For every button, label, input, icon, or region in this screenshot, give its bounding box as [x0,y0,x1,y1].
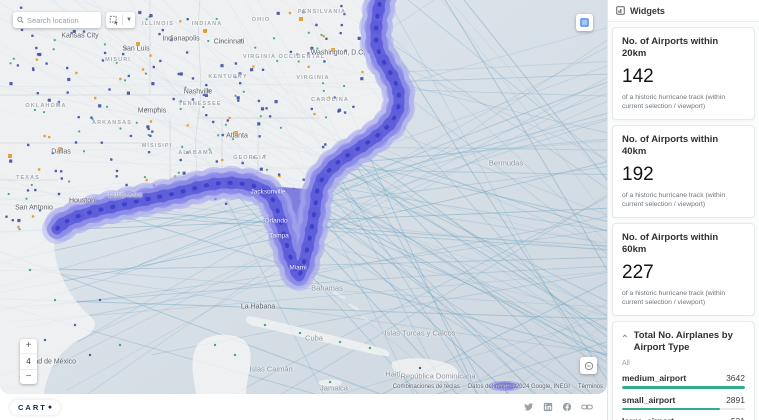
hurricane-track [40,0,417,293]
collapse-chevron-icon[interactable] [622,332,628,340]
twitter-icon[interactable] [524,402,534,412]
map-canvas[interactable]: ILLINOIS INDIANA OHIO PENSILVANIA VIRGINIA O… [0,0,607,394]
chart-rows: medium_airport 3642 small_airport 2891 large… [622,373,745,420]
facebook-icon[interactable] [562,402,572,412]
chart-category-label: medium_airport [622,373,687,383]
zoom-control: + 4 − [20,339,37,384]
chart-category-value: 531 [731,416,745,420]
chart-title: Total No. Airplanes by Airport Type [633,330,733,353]
chart-category-label: large_airport [622,416,674,420]
chart-row-small_airport[interactable]: small_airport 2891 [622,394,745,410]
widgets-sidebar: Widgets No. of Airports within 20km 142 … [607,0,759,420]
chart-bar-track [622,386,745,389]
sidebar-title: Widgets [630,5,665,16]
map-panel: ILLINOIS INDIANA OHIO PENSILVANIA VIRGINIA O… [0,0,607,420]
search-box[interactable] [13,12,101,28]
footer: CART ● [0,394,607,420]
legend-toggle-button[interactable] [576,14,593,31]
social-links [524,402,593,412]
map-attribution: Combinaciones de teclas Datos del mapa ©… [393,384,603,390]
select-tool-button[interactable]: ▼ [106,12,135,28]
linkedin-icon[interactable] [543,402,553,412]
chart-category-value: 2891 [726,394,745,405]
link-icon[interactable] [581,402,593,412]
zoom-in-button[interactable]: + [25,340,32,351]
polygon-select-icon [109,15,119,25]
keyboard-shortcuts-link[interactable]: Combinaciones de teclas [392,384,460,390]
zoom-out-button[interactable]: − [25,371,32,382]
help-button[interactable] [580,357,597,374]
widget-subtitle: of a historic hurricane track (within cu… [622,192,726,208]
legend-icon [580,18,589,27]
zoom-level: 4 [20,353,37,370]
widget-airports-60km: No. of Airports within 60km 227 of a his… [612,223,755,316]
map-data-credit: Datos del mapa ©2024 Google, INEGI [467,384,570,390]
sidebar-header: Widgets [608,0,759,22]
chart-row-large_airport[interactable]: large_airport 531 [622,416,745,420]
search-input[interactable] [27,15,97,25]
widget-value: 142 [622,66,654,87]
carto-logo-text: CART [18,402,47,412]
widget-title: No. of Airports within 60km [622,232,719,255]
divider [122,15,123,25]
widget-cards: No. of Airports within 20km 142 of a his… [608,22,759,420]
chart-filter-label: All [622,360,630,367]
widget-title: No. of Airports within 20km [622,36,719,59]
chart-bar-track [622,407,745,410]
search-icon [17,16,24,24]
widget-value: 227 [622,262,654,283]
widget-airports-40km: No. of Airports within 40km 192 of a his… [612,125,755,218]
terms-link[interactable]: Términos [577,384,603,390]
hurricane-track-segment [493,382,517,390]
carto-logo-dot: ● [47,403,53,411]
carto-logo[interactable]: CART ● [10,399,61,415]
chart-category-value: 3642 [726,373,745,383]
chart-bar [622,407,720,410]
chart-header: Total No. Airplanes by Airport Type [622,330,745,354]
basemap [0,0,607,394]
widget-subtitle: of a historic hurricane track (within cu… [622,94,726,110]
chart-row-medium_airport[interactable]: medium_airport 3642 [622,373,745,389]
help-icon [584,361,593,370]
widget-value: 192 [622,164,654,185]
widget-airports-20km: No. of Airports within 20km 142 of a his… [612,27,755,120]
map-toolbar: ▼ [13,12,135,28]
widget-subtitle: of a historic hurricane track (within cu… [622,290,726,306]
chart-category-label: small_airport [622,394,676,405]
chart-bar [622,386,745,389]
widget-airplanes-by-type: Total No. Airplanes by Airport Type All … [612,321,755,420]
chevron-down-icon[interactable]: ▼ [126,17,132,23]
widget-title: No. of Airports within 40km [622,134,719,157]
widgets-icon [616,6,625,15]
